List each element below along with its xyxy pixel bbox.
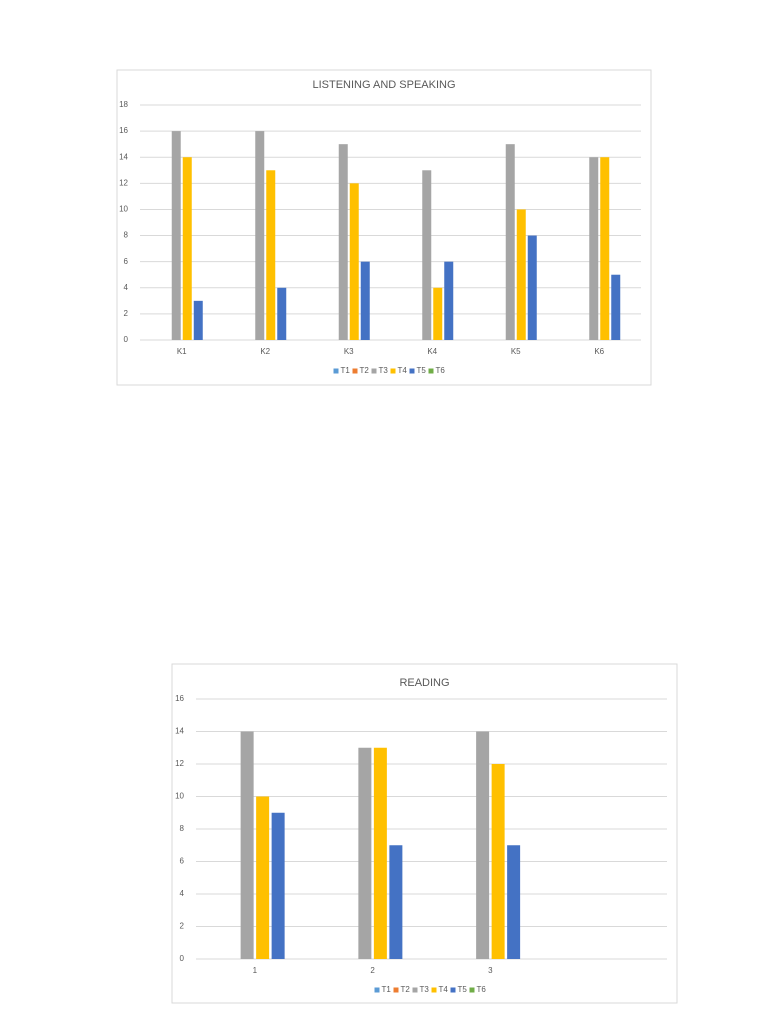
legend-swatch xyxy=(431,987,437,993)
y-tick-label: 10 xyxy=(119,205,128,214)
legend-swatch xyxy=(393,987,399,993)
y-tick-label: 14 xyxy=(119,152,128,161)
y-tick-label: 10 xyxy=(175,792,184,801)
x-tick-label: K5 xyxy=(511,347,521,356)
legend-label: T6 xyxy=(477,985,487,994)
y-tick-label: 14 xyxy=(175,727,184,736)
bar xyxy=(433,287,443,340)
bar xyxy=(373,747,387,959)
y-tick-label: 0 xyxy=(180,954,185,963)
bar xyxy=(256,796,270,959)
bar xyxy=(240,731,254,959)
chart-title: READING xyxy=(399,677,449,689)
bar xyxy=(349,183,359,340)
y-tick-label: 8 xyxy=(124,231,129,240)
bar xyxy=(527,235,537,340)
y-tick-label: 18 xyxy=(119,100,128,109)
bar xyxy=(266,170,276,340)
x-tick-label: K1 xyxy=(177,347,187,356)
legend-swatch xyxy=(450,987,456,993)
bar xyxy=(338,144,348,340)
bar xyxy=(505,144,515,340)
x-tick-label: K4 xyxy=(427,347,437,356)
legend-label: T4 xyxy=(398,366,408,375)
bar xyxy=(422,170,432,340)
bar xyxy=(193,300,203,340)
legend-label: T4 xyxy=(439,985,449,994)
legend-label: T3 xyxy=(420,985,430,994)
x-tick-label: 2 xyxy=(370,966,375,975)
y-tick-label: 2 xyxy=(124,309,129,318)
legend-label: T2 xyxy=(401,985,411,994)
bar xyxy=(358,747,372,959)
legend-swatch xyxy=(352,368,358,374)
y-tick-label: 12 xyxy=(175,759,184,768)
y-tick-label: 16 xyxy=(175,694,184,703)
bar xyxy=(271,812,285,959)
legend-swatch xyxy=(412,987,418,993)
bar xyxy=(360,261,370,340)
x-tick-label: K2 xyxy=(260,347,270,356)
x-tick-label: K3 xyxy=(344,347,354,356)
legend-swatch xyxy=(371,368,377,374)
x-tick-label: 1 xyxy=(253,966,258,975)
y-tick-label: 4 xyxy=(124,283,129,292)
y-tick-label: 6 xyxy=(180,857,185,866)
y-tick-label: 6 xyxy=(124,257,129,266)
legend-label: T6 xyxy=(436,366,446,375)
bar xyxy=(611,274,621,340)
bar xyxy=(255,131,265,340)
legend-swatch xyxy=(374,987,380,993)
chart-title: LISTENING AND SPEAKING xyxy=(312,79,455,91)
bar xyxy=(182,157,192,340)
bar xyxy=(389,845,403,959)
bar xyxy=(589,157,599,340)
legend-label: T1 xyxy=(382,985,392,994)
x-tick-label: 3 xyxy=(488,966,493,975)
legend-swatch xyxy=(428,368,434,374)
y-tick-label: 0 xyxy=(124,335,129,344)
y-tick-label: 2 xyxy=(180,922,185,931)
bar xyxy=(600,157,610,340)
legend-swatch xyxy=(469,987,475,993)
bar xyxy=(491,764,505,959)
legend-swatch xyxy=(409,368,415,374)
chart-frame xyxy=(116,69,652,386)
y-tick-label: 4 xyxy=(180,889,185,898)
bar xyxy=(171,131,181,340)
bar xyxy=(444,261,454,340)
bar xyxy=(476,731,490,959)
legend-label: T2 xyxy=(360,366,370,375)
bar xyxy=(516,209,526,340)
bar xyxy=(507,845,521,959)
y-tick-label: 16 xyxy=(119,126,128,135)
legend-swatch xyxy=(390,368,396,374)
legend-label: T3 xyxy=(379,366,389,375)
x-tick-label: K6 xyxy=(594,347,604,356)
legend-swatch xyxy=(333,368,339,374)
y-tick-label: 12 xyxy=(119,178,128,187)
legend-label: T5 xyxy=(417,366,427,375)
bar xyxy=(277,287,287,340)
y-tick-label: 8 xyxy=(180,824,185,833)
legend-label: T5 xyxy=(458,985,468,994)
legend-label: T1 xyxy=(341,366,351,375)
